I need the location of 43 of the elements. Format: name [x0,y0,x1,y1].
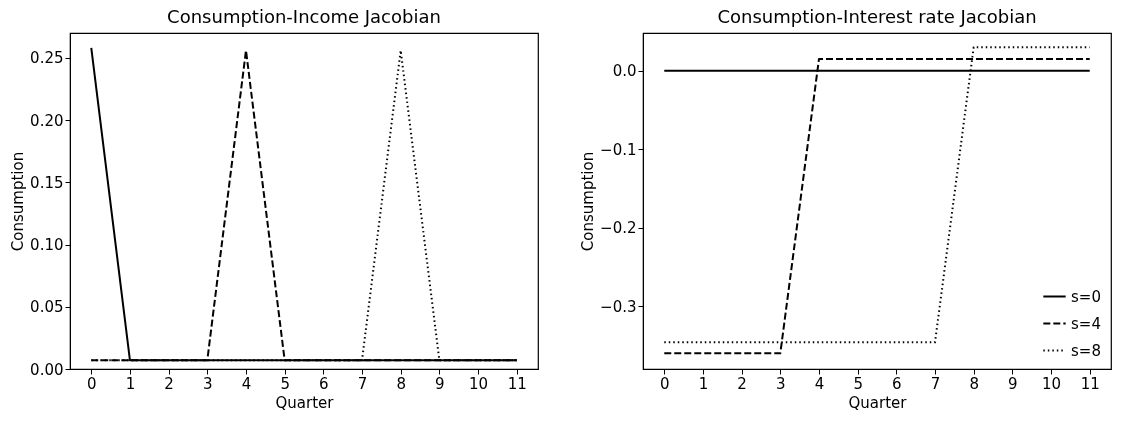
x-axis-title: Quarter [275,393,335,412]
y-tick-label: −0.1 [600,140,637,159]
x-tick-label: 7 [357,374,368,393]
legend-label: s=0 [1071,287,1101,306]
x-tick-label: 4 [241,374,252,393]
y-tick-label: 0.00 [30,360,64,379]
y-tick-label: 0.10 [30,236,64,255]
x-tick-label: 11 [1080,374,1100,393]
x-tick-label: 1 [125,374,136,393]
chart-title: Consumption-Interest rate Jacobian [717,6,1037,27]
y-axis-title: Consumption [579,151,598,252]
legend-label: s=8 [1071,341,1101,360]
x-tick-label: 10 [1042,374,1062,393]
x-tick-label: 2 [164,374,174,393]
x-tick-label: 0 [87,374,97,393]
y-tick-label: 0.20 [30,111,64,130]
y-tick-label: 0.15 [30,173,64,192]
x-tick-label: 3 [203,374,213,393]
x-tick-label: 6 [892,374,902,393]
x-tick-label: 3 [776,374,786,393]
x-tick-label: 9 [435,374,445,393]
x-axis-title: Quarter [848,393,908,412]
x-tick-label: 1 [698,374,709,393]
x-tick-label: 9 [1008,374,1018,393]
x-tick-label: 0 [660,374,670,393]
legend-label: s=4 [1071,314,1101,333]
y-tick-label: 0.0 [612,62,637,81]
x-tick-label: 8 [969,374,979,393]
x-tick-label: 11 [507,374,527,393]
y-tick-label: 0.25 [30,49,64,68]
x-tick-label: 10 [469,374,489,393]
y-axis-title: Consumption [9,151,28,252]
x-tick-label: 5 [853,374,863,393]
x-tick-label: 4 [814,374,825,393]
x-tick-label: 7 [930,374,941,393]
y-tick-label: 0.05 [30,298,64,317]
y-tick-label: −0.2 [600,219,637,238]
y-tick-label: −0.3 [600,297,637,316]
x-tick-label: 2 [737,374,747,393]
chart-title: Consumption-Income Jacobian [167,6,441,27]
x-tick-label: 6 [319,374,329,393]
x-tick-label: 8 [396,374,406,393]
x-tick-label: 5 [280,374,290,393]
